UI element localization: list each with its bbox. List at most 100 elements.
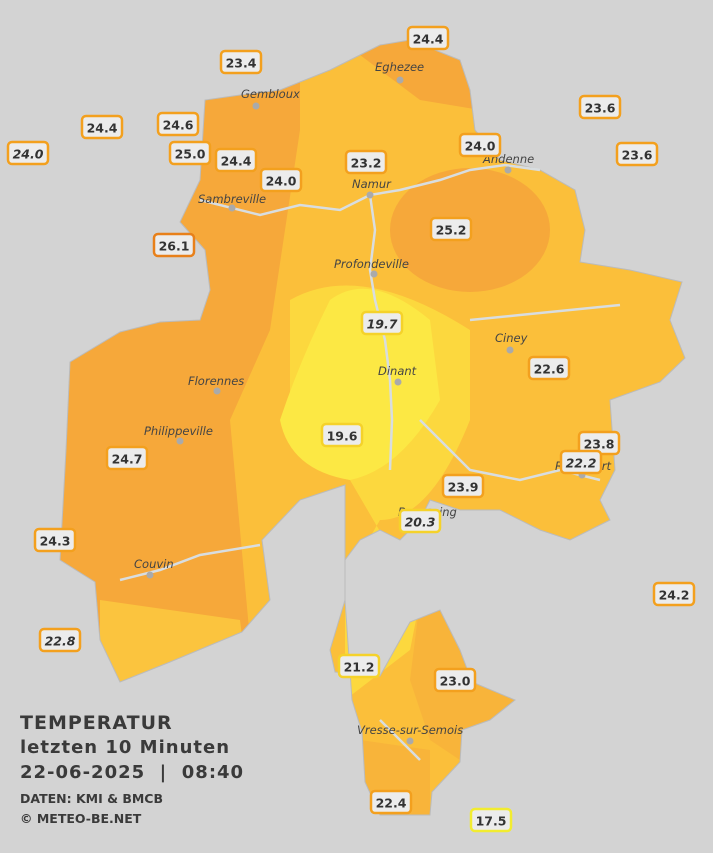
city-dot xyxy=(506,346,514,354)
station-label: 20.3 xyxy=(398,508,442,534)
station-value: 24.6 xyxy=(163,118,194,133)
station-box xyxy=(441,473,485,499)
station-box xyxy=(152,232,196,258)
station-value: 19.7 xyxy=(367,317,398,332)
station-value: 20.3 xyxy=(405,515,436,530)
station-value: 23.6 xyxy=(585,101,616,116)
station-box xyxy=(469,807,513,833)
station-label: 23.6 xyxy=(615,141,659,167)
station-label: 24.0 xyxy=(259,167,303,193)
station-value: 23.9 xyxy=(448,480,479,495)
city-dot xyxy=(213,387,221,395)
station-label: 23.0 xyxy=(433,667,477,693)
station-box xyxy=(369,789,413,815)
station-box xyxy=(80,114,124,140)
station-box xyxy=(38,627,82,653)
station-value: 24.7 xyxy=(112,452,143,467)
station-value: 23.2 xyxy=(351,156,382,171)
station-box xyxy=(320,422,364,448)
station-box xyxy=(527,355,571,381)
city-name: Dinant xyxy=(378,364,417,378)
station-label: 23.2 xyxy=(344,149,388,175)
station-label: 17.5 xyxy=(469,807,513,833)
city-name: Vresse-sur-Semois xyxy=(357,723,463,737)
city-name: Eghezee xyxy=(375,60,424,74)
city-dot xyxy=(396,76,404,84)
station-box xyxy=(156,111,200,137)
station-box xyxy=(337,653,381,679)
station-value: 23.4 xyxy=(226,56,257,71)
station-label: 25.0 xyxy=(168,140,212,166)
credit: © METEO-BE.NET xyxy=(20,811,142,826)
station-label: 22.8 xyxy=(38,627,82,653)
station-value: 22.6 xyxy=(534,362,565,377)
station-box xyxy=(360,310,404,336)
station-value: 24.4 xyxy=(87,121,118,136)
station-box xyxy=(578,94,622,120)
station-value: 23.6 xyxy=(622,148,653,163)
city-name: Philippeville xyxy=(144,424,213,438)
station-label: 24.7 xyxy=(105,445,149,471)
city-dot xyxy=(504,166,512,174)
station-label: 22.6 xyxy=(527,355,571,381)
station-value: 23.0 xyxy=(440,674,471,689)
station-box xyxy=(429,216,473,242)
station-label: 24.0 xyxy=(458,132,502,158)
station-label: 24.6 xyxy=(156,111,200,137)
city-name: Florennes xyxy=(188,374,244,388)
station-label: 24.2 xyxy=(652,581,696,607)
station-value: 24.4 xyxy=(221,154,252,169)
station-label: 22.2 xyxy=(559,449,603,475)
station-value: 24.0 xyxy=(13,147,44,162)
title: TEMPERATUR xyxy=(20,712,173,734)
station-label: 26.1 xyxy=(152,232,196,258)
station-box xyxy=(344,149,388,175)
station-box xyxy=(33,527,77,553)
station-value: 22.4 xyxy=(376,796,407,811)
station-box xyxy=(259,167,303,193)
station-label: 23.4 xyxy=(219,49,263,75)
station-box xyxy=(398,508,442,534)
station-box xyxy=(406,25,450,51)
city-name: Sambreville xyxy=(198,192,266,206)
datetime: 22-06-2025 | 08:40 xyxy=(20,762,245,783)
station-label: 19.6 xyxy=(320,422,364,448)
station-label: 21.2 xyxy=(337,653,381,679)
station-label: 25.2 xyxy=(429,216,473,242)
station-label: 24.4 xyxy=(406,25,450,51)
station-box xyxy=(615,141,659,167)
station-value: 21.2 xyxy=(344,660,375,675)
city-dot xyxy=(366,191,374,199)
station-value: 25.2 xyxy=(436,223,467,238)
station-box xyxy=(433,667,477,693)
station-label: 24.0 xyxy=(6,140,50,166)
city-dot xyxy=(252,102,260,110)
city-name: Profondeville xyxy=(334,257,409,271)
station-box xyxy=(219,49,263,75)
source: DATEN: KMI & BMCB xyxy=(20,791,164,806)
station-value: 22.2 xyxy=(566,456,597,471)
station-value: 24.0 xyxy=(266,174,297,189)
station-value: 24.2 xyxy=(659,588,690,603)
city-name: Ciney xyxy=(495,331,528,345)
station-box xyxy=(458,132,502,158)
station-box xyxy=(6,140,50,166)
station-value: 23.8 xyxy=(584,437,615,452)
station-label: 24.3 xyxy=(33,527,77,553)
station-box xyxy=(559,449,603,475)
station-label: 24.4 xyxy=(214,147,258,173)
city-dot xyxy=(176,437,184,445)
station-value: 22.8 xyxy=(45,634,76,649)
station-value: 24.0 xyxy=(465,139,496,154)
city-dot xyxy=(370,270,378,278)
station-box xyxy=(105,445,149,471)
station-label: 22.4 xyxy=(369,789,413,815)
city-name: Gembloux xyxy=(241,87,300,101)
city-dot xyxy=(228,204,236,212)
city-dot xyxy=(394,378,402,386)
station-value: 17.5 xyxy=(476,814,507,829)
station-label: 23.6 xyxy=(578,94,622,120)
city-name: Couvin xyxy=(134,557,174,571)
